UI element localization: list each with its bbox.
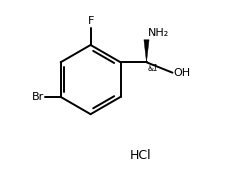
Text: NH₂: NH₂ [148, 28, 169, 38]
Polygon shape [144, 40, 149, 62]
Text: Br: Br [32, 92, 44, 102]
Text: F: F [87, 16, 94, 26]
Text: &1: &1 [147, 64, 158, 73]
Text: OH: OH [173, 68, 191, 78]
Text: HCl: HCl [130, 149, 152, 162]
